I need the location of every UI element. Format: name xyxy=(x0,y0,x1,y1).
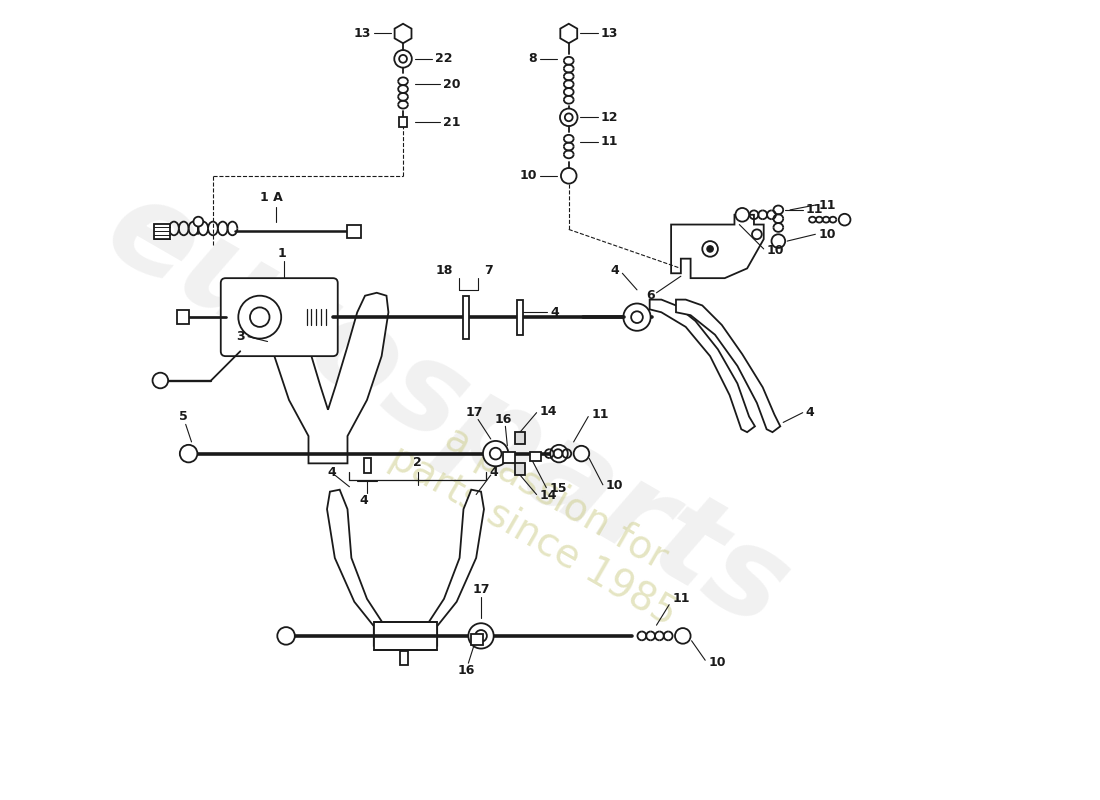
Polygon shape xyxy=(676,299,780,432)
Bar xyxy=(517,299,522,334)
Text: 17: 17 xyxy=(472,582,490,596)
Circle shape xyxy=(153,373,168,388)
Polygon shape xyxy=(267,293,388,463)
Text: 16: 16 xyxy=(458,663,475,677)
Bar xyxy=(154,223,170,239)
Text: 10: 10 xyxy=(606,479,624,492)
Bar xyxy=(364,458,371,473)
Text: 1: 1 xyxy=(278,247,287,260)
Text: 22: 22 xyxy=(436,52,453,66)
Polygon shape xyxy=(671,214,763,278)
Text: 16: 16 xyxy=(495,413,513,426)
Circle shape xyxy=(565,114,573,122)
Bar xyxy=(400,651,408,665)
Polygon shape xyxy=(650,299,755,432)
Polygon shape xyxy=(327,490,384,646)
Circle shape xyxy=(771,234,785,248)
Circle shape xyxy=(394,50,411,68)
Bar xyxy=(348,225,361,238)
Text: 4: 4 xyxy=(490,466,498,478)
Circle shape xyxy=(631,311,642,323)
Bar xyxy=(374,622,437,650)
Circle shape xyxy=(239,296,282,338)
Circle shape xyxy=(490,448,502,459)
Circle shape xyxy=(702,241,718,257)
Circle shape xyxy=(194,217,204,226)
Text: 5: 5 xyxy=(179,410,188,423)
Bar xyxy=(530,452,541,462)
Text: 11: 11 xyxy=(601,135,618,148)
Text: 4: 4 xyxy=(610,264,619,277)
Circle shape xyxy=(179,445,197,462)
Circle shape xyxy=(675,628,691,644)
Text: 4: 4 xyxy=(805,406,814,419)
Text: 3: 3 xyxy=(236,330,245,343)
Text: 4: 4 xyxy=(550,306,559,318)
Text: 13: 13 xyxy=(353,27,371,40)
Circle shape xyxy=(736,208,749,222)
Text: 12: 12 xyxy=(601,111,618,124)
Text: a passion for
parts since 1985: a passion for parts since 1985 xyxy=(383,400,705,634)
Bar xyxy=(471,634,483,645)
Circle shape xyxy=(475,630,487,642)
Circle shape xyxy=(550,445,568,462)
Text: 10: 10 xyxy=(767,244,784,258)
Text: 11: 11 xyxy=(818,198,836,211)
Text: 21: 21 xyxy=(443,116,461,129)
Circle shape xyxy=(483,441,508,466)
Bar xyxy=(515,463,525,475)
Text: 17: 17 xyxy=(465,406,483,419)
Text: 13: 13 xyxy=(601,27,618,40)
Text: 4: 4 xyxy=(328,466,337,478)
Text: 11: 11 xyxy=(805,203,823,217)
Text: eurosparts: eurosparts xyxy=(86,166,808,654)
Text: 7: 7 xyxy=(484,264,493,277)
Bar xyxy=(399,118,407,127)
Text: 10: 10 xyxy=(519,170,537,182)
Circle shape xyxy=(561,168,576,184)
Circle shape xyxy=(839,214,850,226)
Circle shape xyxy=(469,623,494,649)
Text: 4: 4 xyxy=(360,494,368,507)
Text: 10: 10 xyxy=(708,656,726,669)
Bar xyxy=(177,310,188,324)
Circle shape xyxy=(399,55,407,62)
Text: 1 A: 1 A xyxy=(260,190,283,204)
FancyBboxPatch shape xyxy=(221,278,338,356)
Circle shape xyxy=(250,307,270,327)
Text: 18: 18 xyxy=(436,264,453,277)
Text: 14: 14 xyxy=(539,405,557,418)
Polygon shape xyxy=(428,490,484,646)
Bar xyxy=(463,296,470,338)
Circle shape xyxy=(752,230,762,239)
Text: 15: 15 xyxy=(549,482,566,495)
Text: 11: 11 xyxy=(672,592,690,606)
Text: 20: 20 xyxy=(443,78,461,90)
Text: 14: 14 xyxy=(539,489,557,502)
Circle shape xyxy=(624,303,650,330)
Text: 10: 10 xyxy=(818,228,836,241)
Text: 6: 6 xyxy=(646,290,654,302)
Circle shape xyxy=(573,446,590,462)
Text: 2: 2 xyxy=(414,456,422,469)
Circle shape xyxy=(560,109,578,126)
Circle shape xyxy=(707,246,713,252)
Text: 11: 11 xyxy=(591,408,608,421)
Text: 8: 8 xyxy=(528,52,537,66)
Circle shape xyxy=(277,627,295,645)
Bar xyxy=(504,452,515,463)
Bar xyxy=(515,432,525,444)
